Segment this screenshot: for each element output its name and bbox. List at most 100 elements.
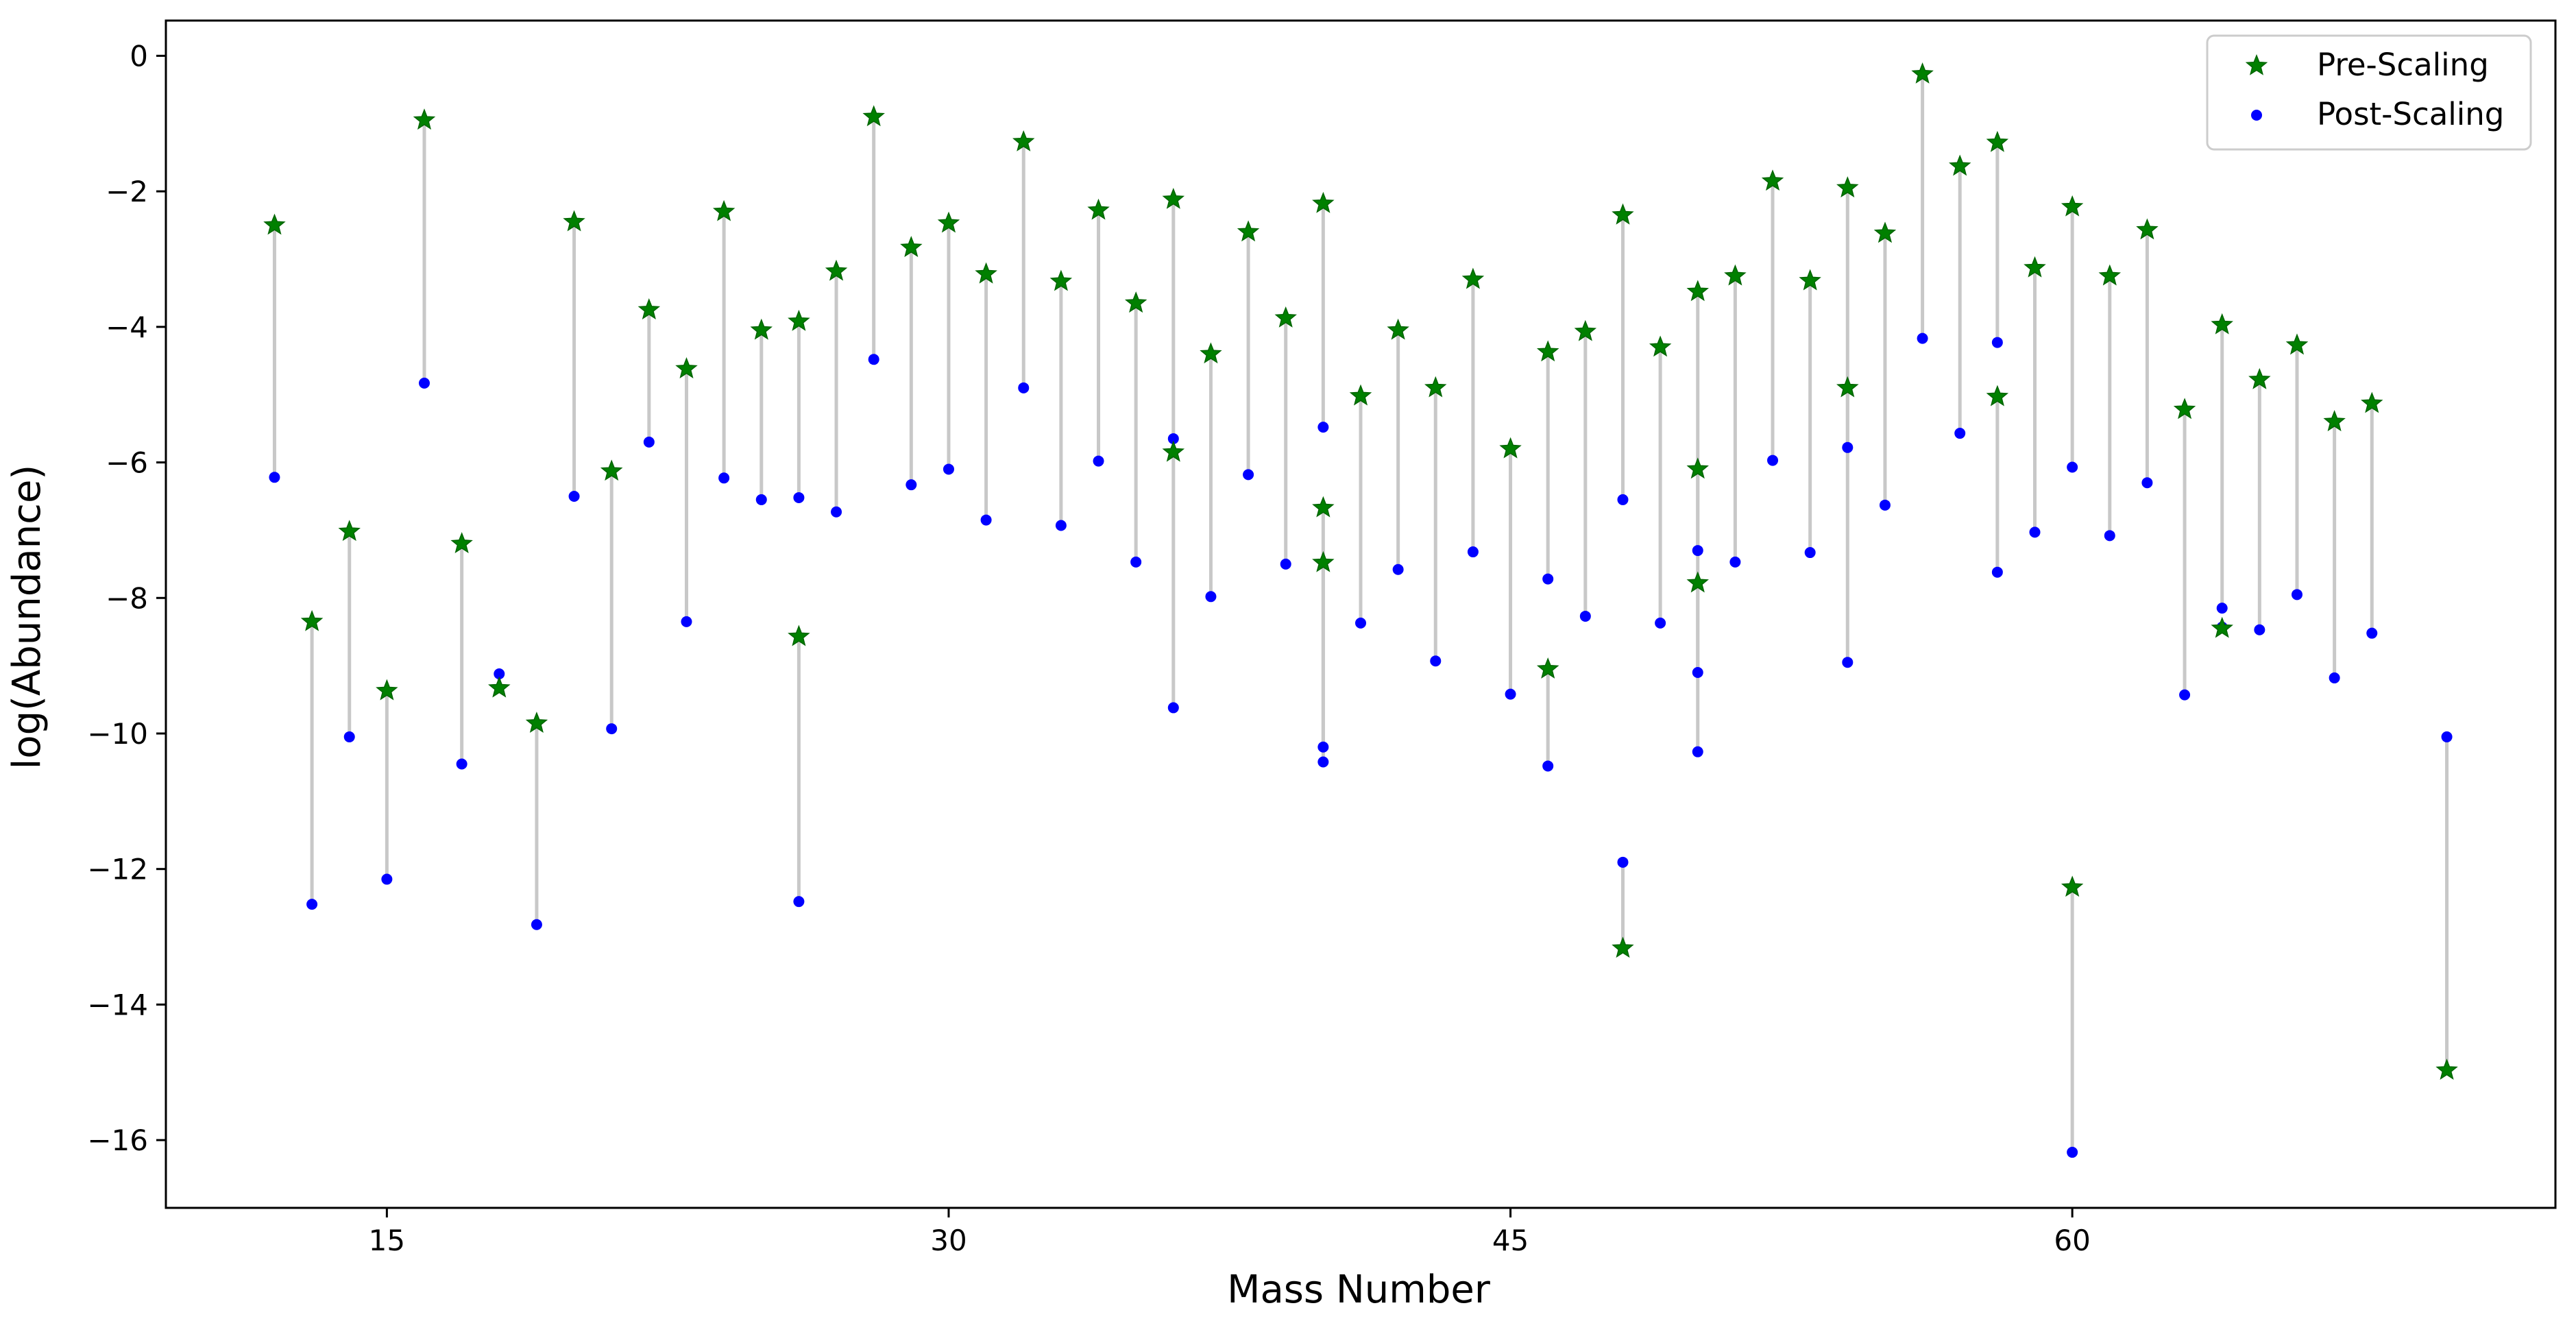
post-scaling-point <box>1655 617 1666 629</box>
post-scaling-point <box>1317 741 1329 753</box>
pre-scaling-point <box>1574 319 1597 341</box>
post-scaling-point <box>269 472 280 483</box>
legend-star-marker <box>2245 53 2268 75</box>
pre-scaling-point <box>675 357 698 378</box>
pre-scaling-point <box>2211 616 2233 638</box>
pre-scaling-point <box>1162 187 1185 209</box>
post-scaling-point <box>831 506 842 518</box>
post-scaling-point <box>1917 332 1928 344</box>
post-scaling-point <box>1018 382 1030 393</box>
y-tick-label: −8 <box>106 581 148 615</box>
pre-scaling-point <box>1312 496 1335 518</box>
pre-scaling-point <box>1686 457 1709 479</box>
y-tick-label: −6 <box>106 446 148 480</box>
post-scaling-point <box>531 919 542 930</box>
pre-scaling-point <box>637 298 661 319</box>
pre-scaling-point <box>1087 198 1110 220</box>
post-scaling-point <box>1355 617 1366 629</box>
pre-scaling-point <box>450 532 473 553</box>
post-scaling-point <box>1317 756 1329 768</box>
pre-scaling-point <box>600 459 623 481</box>
pre-scaling-point <box>788 309 810 331</box>
pre-scaling-point <box>1911 62 1934 84</box>
pre-scaling-point <box>488 676 511 698</box>
pre-scaling-point <box>1499 437 1522 459</box>
post-scaling-point <box>343 731 355 742</box>
pre-scaling-point <box>825 259 848 281</box>
post-scaling-point <box>1991 566 2003 578</box>
post-scaling-point <box>1842 657 1854 668</box>
pre-scaling-point <box>413 108 436 130</box>
pre-scaling-point <box>1612 203 1634 225</box>
pre-scaling-point <box>975 262 997 284</box>
pre-scaling-point <box>1349 384 1372 406</box>
post-scaling-point <box>718 472 730 484</box>
x-tick-label: 45 <box>1492 1224 1529 1257</box>
y-axis: 0 −2 −4 −6 −8 −10 −12 −14 −16 <box>87 39 166 1157</box>
y-tick-label: −14 <box>87 988 148 1021</box>
pre-scaling-point <box>1686 280 1709 302</box>
post-scaling-point <box>1130 556 1142 568</box>
pre-scaling-point <box>525 712 548 733</box>
post-scaling-point <box>1542 760 1554 772</box>
x-axis-label: Mass Number <box>1227 1268 1491 1312</box>
post-scaling-point <box>2366 627 2378 639</box>
post-scaling-point <box>1617 494 1629 505</box>
post-scaling-point <box>494 668 505 679</box>
y-tick-label: 0 <box>130 39 148 73</box>
post-scaling-point <box>1954 428 1966 439</box>
pre-scaling-point <box>1012 130 1035 151</box>
pre-scaling-point <box>1312 191 1335 213</box>
post-scaling-point <box>1167 702 1179 714</box>
pre-scaling-point <box>2361 391 2383 413</box>
post-scaling-point <box>1729 556 1741 568</box>
pre-scaling-point <box>2323 410 2346 432</box>
post-scaling-point <box>980 514 992 526</box>
pre-scaling-point <box>2024 256 2046 278</box>
post-scaling-point <box>1467 546 1479 558</box>
pre-scaling-point <box>1612 936 1634 958</box>
pre-scaling-point <box>1049 269 1073 291</box>
pre-scaling-point <box>300 609 324 631</box>
pre-scaling-point <box>2098 264 2122 286</box>
pre-scaling-point <box>1124 291 1147 313</box>
y-tick-label: −12 <box>87 853 148 886</box>
post-scaling-point <box>1430 655 1442 667</box>
post-scaling-point <box>1879 499 1891 511</box>
post-scaling-point <box>419 377 430 389</box>
pre-scaling-point <box>788 624 810 646</box>
pre-scaling-point <box>1237 220 1260 242</box>
y-tick-label: −16 <box>87 1124 148 1157</box>
post-scaling-point <box>1093 455 1104 467</box>
x-tick-label: 60 <box>2054 1224 2090 1257</box>
pre-scaling-point <box>1836 176 1859 197</box>
post-scaling-point <box>1579 610 1591 622</box>
post-scaling-point <box>1317 422 1329 433</box>
pre-scaling-point <box>1949 154 1971 176</box>
pre-scaling-point <box>1387 318 1409 340</box>
pre-scaling-point <box>1274 306 1297 328</box>
pre-scaling-point <box>563 210 585 232</box>
post-scaling-point <box>1617 856 1629 868</box>
post-scaling-point <box>606 723 618 735</box>
post-scaling-point <box>1243 469 1254 481</box>
post-scaling-point <box>1991 337 2003 348</box>
plot-area-frame <box>165 19 2557 1209</box>
legend-circle-marker <box>2251 110 2262 121</box>
legend-label-pre-scaling: Pre-Scaling <box>2317 47 2489 83</box>
pre-scaling-point <box>1536 657 1559 679</box>
pre-scaling-point <box>937 211 960 233</box>
post-scaling-point <box>1392 563 1404 575</box>
post-scaling-point <box>2291 589 2302 601</box>
post-scaling-point <box>793 492 805 503</box>
post-scaling-point <box>643 436 655 448</box>
pre-scaling-point <box>263 213 286 235</box>
x-axis: 15 30 45 60 <box>369 1208 2091 1257</box>
post-scaling-point <box>456 758 467 770</box>
pre-scaling-point <box>712 199 736 221</box>
pre-scaling-point <box>2061 875 2084 897</box>
post-scaling-point <box>1767 454 1779 466</box>
pre-scaling-point <box>2136 218 2159 240</box>
pre-scaling-point <box>1873 221 1897 243</box>
